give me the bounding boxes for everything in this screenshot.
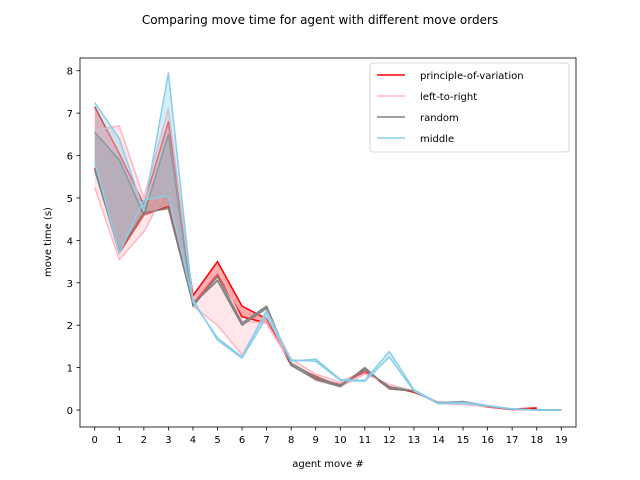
x-tick-label: 18	[530, 435, 543, 446]
y-tick-label: 2	[67, 321, 73, 332]
y-tick-label: 6	[67, 152, 73, 163]
y-tick-label: 7	[67, 109, 73, 120]
x-tick-label: 7	[263, 435, 269, 446]
y-axis-label: move time (s)	[43, 207, 54, 277]
series-layer	[94, 72, 562, 411]
x-tick-label: 14	[432, 435, 445, 446]
x-tick-label: 3	[165, 435, 171, 446]
y-tick-label: 1	[67, 364, 73, 375]
legend-label: principle-of-variation	[420, 71, 524, 82]
x-tick-label: 13	[408, 435, 421, 446]
x-tick-label: 8	[288, 435, 294, 446]
legend: principle-of-variation left-to-right rando…	[369, 62, 570, 153]
x-tick-label: 5	[214, 435, 220, 446]
chart-title: Comparing move time for agent with diffe…	[142, 13, 498, 27]
x-tick-label: 19	[555, 435, 568, 446]
x-tick-label: 15	[457, 435, 470, 446]
x-tick-label: 6	[239, 435, 245, 446]
y-tick-label: 5	[67, 194, 73, 205]
x-tick-label: 12	[383, 435, 396, 446]
x-tick-label: 10	[334, 435, 347, 446]
x-tick-label: 9	[313, 435, 319, 446]
legend-label: random	[420, 113, 459, 124]
y-tick-label: 4	[67, 236, 73, 247]
legend-label: middle	[420, 134, 454, 145]
x-tick-label: 16	[481, 435, 494, 446]
x-tick-label: 1	[116, 435, 122, 446]
x-tick-label: 17	[506, 435, 519, 446]
x-tick-label: 2	[141, 435, 147, 446]
series-line	[94, 161, 562, 411]
y-tick-label: 3	[67, 279, 73, 290]
plot-frame	[79, 57, 577, 428]
x-tick-label: 11	[358, 435, 371, 446]
series-middle	[94, 72, 562, 411]
x-axis-ticks: 0 1 2 3 4 5 6 7 8 9 10 11 12 13 14 15 16 17 18 19	[92, 427, 568, 446]
legend-label: left-to-right	[420, 92, 477, 103]
x-axis-label: agent move #	[292, 459, 364, 470]
y-tick-label: 8	[67, 67, 73, 78]
y-axis-ticks: 0 1 2 3 4 5 6 7 8	[67, 67, 80, 417]
legend-box	[369, 62, 570, 153]
x-tick-label: 4	[190, 435, 196, 446]
x-tick-label: 0	[92, 435, 98, 446]
y-tick-label: 0	[67, 406, 73, 417]
